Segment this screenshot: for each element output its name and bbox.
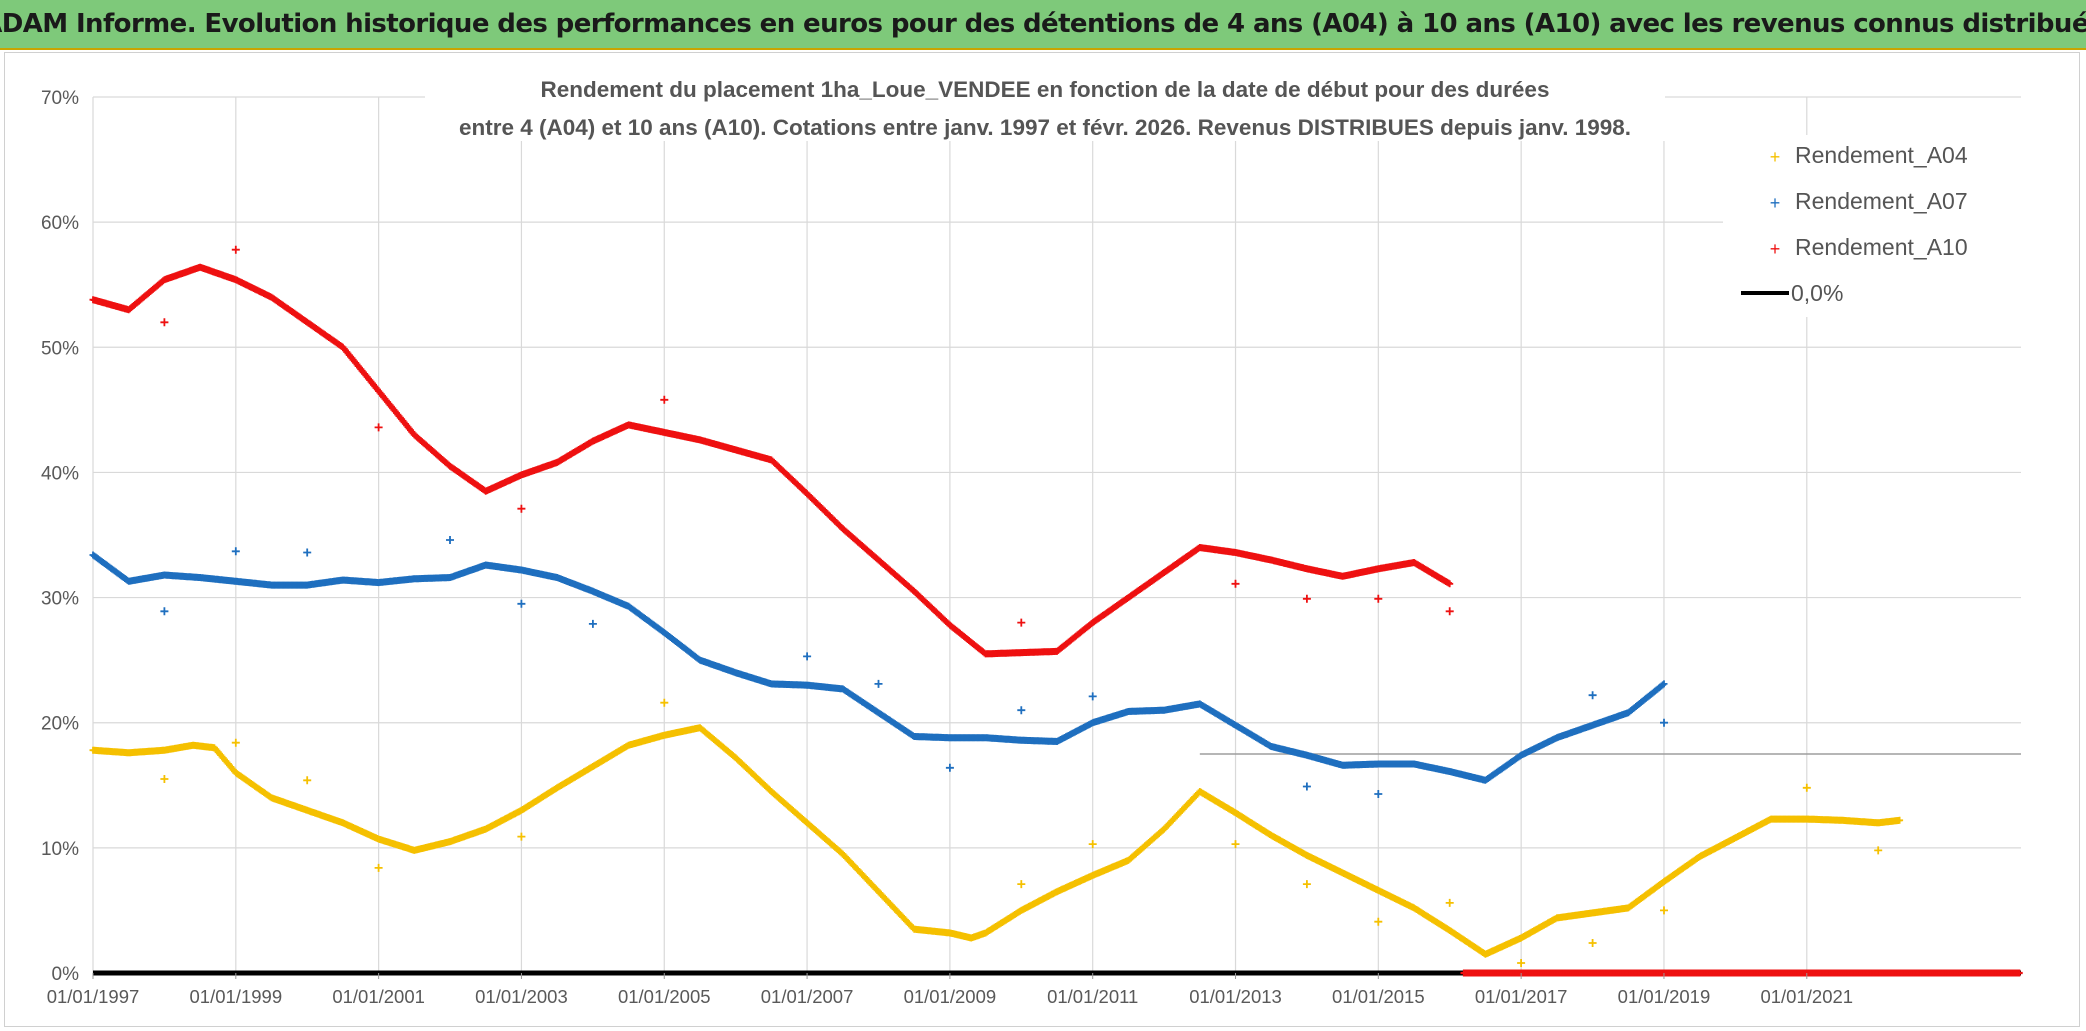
- outlier-rendement-a07: [1017, 706, 1026, 715]
- x-tick-label: 01/01/2011: [1047, 986, 1138, 1007]
- outlier-rendement-a04: [374, 863, 383, 872]
- legend-label-a07: Rendement_A07: [1795, 188, 1968, 214]
- outlier-rendement-a10: [160, 318, 169, 327]
- series-rendement-a07: [89, 536, 1668, 798]
- outlier-rendement-a07: [1302, 782, 1311, 791]
- y-tick-label: 0%: [52, 964, 80, 985]
- x-tick-label: 01/01/2007: [761, 986, 854, 1007]
- y-tick-label: 20%: [41, 714, 79, 735]
- outlier-rendement-a04: [1231, 840, 1240, 849]
- x-tick-label: 01/01/2013: [1189, 986, 1282, 1007]
- x-tick-label: 01/01/1999: [190, 986, 283, 1007]
- chart-title-line-2: entre 4 (A04) et 10 ans (A10). Cotations…: [459, 115, 1631, 140]
- outlier-rendement-a07: [1588, 691, 1597, 700]
- legend-background: [1723, 135, 2021, 317]
- outlier-rendement-a07: [303, 548, 312, 557]
- grid: [92, 96, 2021, 973]
- outlier-rendement-a04: [1802, 783, 1811, 792]
- y-tick-label: 30%: [41, 589, 79, 610]
- outlier-rendement-a10: [1017, 618, 1026, 627]
- chart-frame: 0% 10% 20% 30% 40% 50% 60% 70% 01/01/1997 01/01/1…: [4, 52, 2080, 1027]
- outlier-rendement-a04: [160, 775, 169, 783]
- x-tick-label: 01/01/2021: [1760, 986, 1853, 1007]
- axes: 0% 10% 20% 30% 40% 50% 60% 70% 01/01/1997 01/01/1…: [41, 88, 1853, 1007]
- legend-marker-a10: +: [1770, 239, 1781, 259]
- point-rendement-a04: [1896, 816, 1904, 824]
- outlier-rendement-a07: [1660, 718, 1668, 727]
- outlier-rendement-a07: [1374, 790, 1383, 798]
- outlier-rendement-a10: [1302, 594, 1311, 603]
- x-tick-label: 01/01/2001: [332, 986, 425, 1007]
- series-layer: [89, 245, 2023, 977]
- y-tick-label: 10%: [41, 839, 79, 860]
- point-rendement-a07: [1659, 681, 1667, 689]
- series-rendement-a10-zero: [1460, 969, 2023, 977]
- yield-chart: 0% 10% 20% 30% 40% 50% 60% 70% 01/01/1997 01/01/1…: [41, 59, 2023, 1007]
- legend: + Rendement_A04 + Rendement_A07 + Rendem…: [1723, 135, 2021, 317]
- outlier-rendement-a04: [660, 698, 669, 707]
- x-tick-label: 01/01/2019: [1618, 986, 1711, 1007]
- outlier-rendement-a07: [517, 599, 526, 608]
- legend-label-zero: 0,0%: [1791, 280, 1843, 306]
- x-tick-label: 01/01/2005: [618, 986, 711, 1007]
- legend-label-a10: Rendement_A10: [1795, 234, 1968, 260]
- outlier-rendement-a04: [1088, 840, 1097, 849]
- series-rendement-a10: [89, 245, 1454, 658]
- outlier-rendement-a10: [660, 395, 669, 404]
- outlier-rendement-a04: [1660, 906, 1668, 915]
- outlier-rendement-a04: [1445, 898, 1454, 907]
- outlier-rendement-a10: [1445, 607, 1454, 616]
- series-rendement-a04: [89, 698, 1904, 967]
- outlier-rendement-a04: [1017, 880, 1026, 889]
- y-tick-label: 50%: [41, 338, 79, 359]
- point-rendement-a07: [1660, 680, 1668, 688]
- legend-label-a04: Rendement_A04: [1795, 142, 1968, 168]
- y-tick-label: 60%: [41, 213, 79, 234]
- y-tick-label: 70%: [41, 88, 79, 109]
- outlier-rendement-a07: [803, 652, 812, 661]
- outlier-rendement-a10: [1374, 594, 1383, 603]
- outlier-rendement-a07: [231, 547, 240, 556]
- banner-title: ADAM Informe. Evolution historique des p…: [0, 0, 2086, 50]
- outlier-rendement-a04: [231, 738, 240, 747]
- outlier-rendement-a10: [374, 423, 383, 432]
- outlier-rendement-a07: [945, 763, 954, 772]
- outlier-rendement-a07: [874, 679, 883, 688]
- outlier-rendement-a04: [517, 832, 526, 841]
- outlier-rendement-a10: [517, 504, 526, 513]
- point-rendement-a10: [1446, 580, 1454, 588]
- outlier-rendement-a10: [231, 245, 240, 254]
- outlier-rendement-a04: [1374, 917, 1383, 926]
- outlier-rendement-a04: [1874, 846, 1883, 855]
- x-tick-label: 01/01/2015: [1332, 986, 1425, 1007]
- outlier-rendement-a04: [303, 776, 312, 785]
- x-tick-label: 01/01/1997: [47, 986, 140, 1007]
- x-tick-label: 01/01/2017: [1475, 986, 1568, 1007]
- outlier-rendement-a07: [588, 619, 597, 628]
- outlier-rendement-a04: [1588, 939, 1597, 947]
- outlier-rendement-a10: [1231, 579, 1240, 588]
- legend-marker-a04: +: [1770, 147, 1781, 167]
- outlier-rendement-a07: [446, 536, 454, 544]
- outlier-rendement-a07: [160, 607, 169, 616]
- outlier-rendement-a07: [1088, 692, 1097, 701]
- chart-title-line-1: Rendement du placement 1ha_Loue_VENDEE e…: [541, 77, 1550, 102]
- x-tick-label: 01/01/2003: [475, 986, 568, 1007]
- x-tick-label: 01/01/2009: [904, 986, 997, 1007]
- legend-marker-a07: +: [1770, 193, 1781, 213]
- outlier-rendement-a04: [1517, 959, 1526, 967]
- outlier-rendement-a04: [1302, 880, 1311, 889]
- point-rendement-a10-zero: [2015, 969, 2023, 977]
- title-background: [425, 59, 1665, 141]
- y-tick-label: 40%: [41, 463, 79, 484]
